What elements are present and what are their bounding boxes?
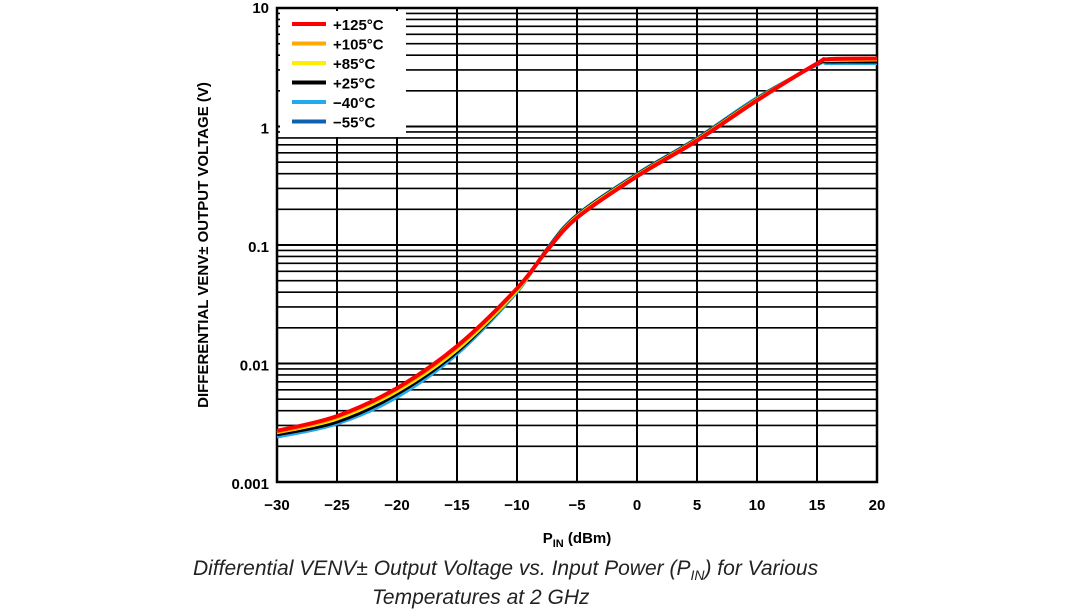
x-tick-label: −20 (384, 497, 409, 514)
legend: +125°C +105°C +85°C +25°C −40°C −55°C (280, 11, 406, 137)
legend-label: +25°C (333, 76, 375, 93)
legend-box (280, 11, 406, 137)
x-tick-label: 10 (749, 497, 766, 514)
x-tick-label: −15 (444, 497, 469, 514)
x-tick-label: 5 (693, 497, 701, 514)
legend-label: +105°C (333, 37, 384, 54)
legend-label: +85°C (333, 56, 375, 73)
x-tick-label: 20 (869, 497, 886, 514)
x-tick-label: −5 (568, 497, 585, 514)
x-tick-label: 0 (633, 497, 641, 514)
x-axis-label: PIN (dBm) (543, 530, 612, 550)
x-tick-label: 15 (809, 497, 826, 514)
y-tick-label: 10 (252, 0, 269, 17)
legend-label: −40°C (333, 95, 375, 112)
y-tick-label: 0.001 (231, 476, 269, 493)
series-lines (276, 56, 878, 439)
plot-frame (275, 6, 879, 484)
chart-svg: +125°C+105°C+85°C+25°C−40°C−55°C −30 −25−… (195, 0, 885, 550)
y-tick-label: 1 (261, 121, 269, 138)
y-tick-label: 0.1 (248, 239, 269, 256)
caption-line-1: Differential VENV± Output Voltage vs. In… (193, 557, 819, 584)
legend-label: +125°C (333, 17, 384, 34)
tick-labels: −30 −25 −20 −15 −10 −5 0 5 10 15 20 0.001 0.01 0.1 1 10 (231, 0, 885, 514)
y-tick-label: 0.01 (240, 358, 269, 375)
legend-label: −55°C (333, 115, 375, 132)
x-tick-label: −10 (504, 497, 529, 514)
grid (275, 6, 879, 484)
x-tick-label: −25 (324, 497, 349, 514)
y-axis-label: DIFFERENTIAL VENV± OUTPUT VOLTAGE (V) (195, 82, 212, 408)
caption-line-2: Temperatures at 2 GHz (372, 586, 590, 609)
series-line-+125°C (276, 56, 878, 433)
x-tick-label: −30 (264, 497, 289, 514)
